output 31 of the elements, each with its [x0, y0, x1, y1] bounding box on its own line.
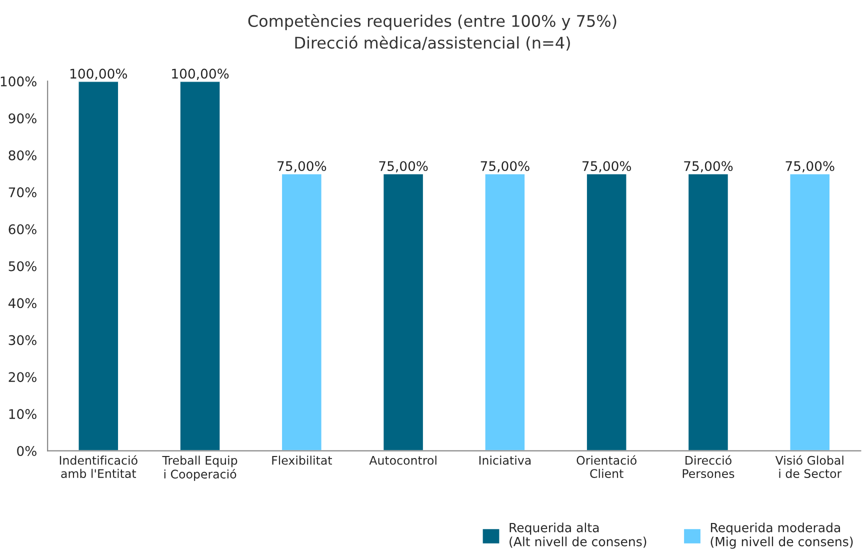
x-tick-label: Indentificació amb l'Entitat	[60, 455, 138, 478]
data-label: 100,00%	[172, 68, 229, 80]
chart-subtitle: Direcció mèdica/assistencial (n=4)	[295, 36, 570, 51]
x-tick-label: Orientació Client	[576, 455, 636, 478]
x-tick-label: Treball Equip i Cooperació	[162, 456, 238, 481]
data-label: 75,00%	[379, 161, 428, 172]
y-tick-label: 100%	[0, 76, 36, 86]
x-tick-label: Visió Global i de Sector	[775, 455, 844, 478]
y-tick-label: 90%	[8, 113, 36, 124]
x-tick-label: Iniciativa	[479, 456, 531, 465]
y-tick-label: 10%	[9, 409, 36, 420]
y-tick-label: 60%	[8, 224, 36, 234]
data-label: 75,00%	[582, 161, 632, 172]
legend-label: Requerida alta (Alt nivell de consens)	[510, 522, 646, 548]
y-tick-label: 80%	[8, 150, 36, 160]
data-label: 75,00%	[786, 161, 834, 172]
y-tick-label: 70%	[8, 187, 36, 198]
data-label: 75,00%	[684, 161, 733, 172]
legend-label: Requerida moderada (Mig nivell de consens)	[710, 522, 853, 549]
y-tick-label: 20%	[8, 372, 36, 382]
data-label: 100,00%	[70, 68, 128, 80]
data-label: 75,00%	[278, 161, 326, 172]
chart-title: Competències requerides (entre 100% y 75%)	[248, 14, 616, 30]
data-label: 75,00%	[480, 161, 530, 172]
y-tick-label: 50%	[8, 261, 36, 272]
x-tick-label: Direcció Persones	[682, 455, 734, 478]
y-tick-label: 30%	[8, 335, 36, 346]
y-tick-label: 0%	[17, 446, 36, 456]
y-tick-label: 40%	[8, 298, 36, 308]
x-tick-label: Flexibilitat	[272, 456, 332, 465]
x-tick-label: Autocontrol	[369, 456, 436, 465]
